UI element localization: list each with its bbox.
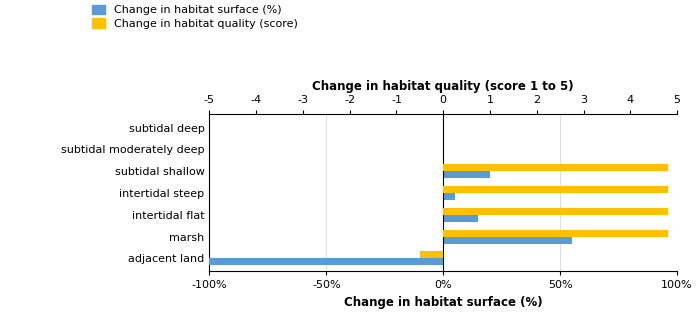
Bar (443, 208, 668, 215)
Bar (443, 186, 668, 193)
X-axis label: Change in habitat quality (score 1 to 5): Change in habitat quality (score 1 to 5) (313, 80, 574, 93)
Bar (443, 236, 572, 244)
Bar (443, 215, 478, 222)
X-axis label: Change in habitat surface (%): Change in habitat surface (%) (344, 296, 542, 309)
Bar (420, 251, 443, 258)
Bar (443, 193, 455, 200)
Bar (443, 171, 490, 178)
Bar (209, 258, 443, 265)
Legend: Change in habitat surface (%), Change in habitat quality (score): Change in habitat surface (%), Change in… (89, 2, 300, 31)
Bar (443, 164, 668, 171)
Bar (443, 230, 668, 236)
